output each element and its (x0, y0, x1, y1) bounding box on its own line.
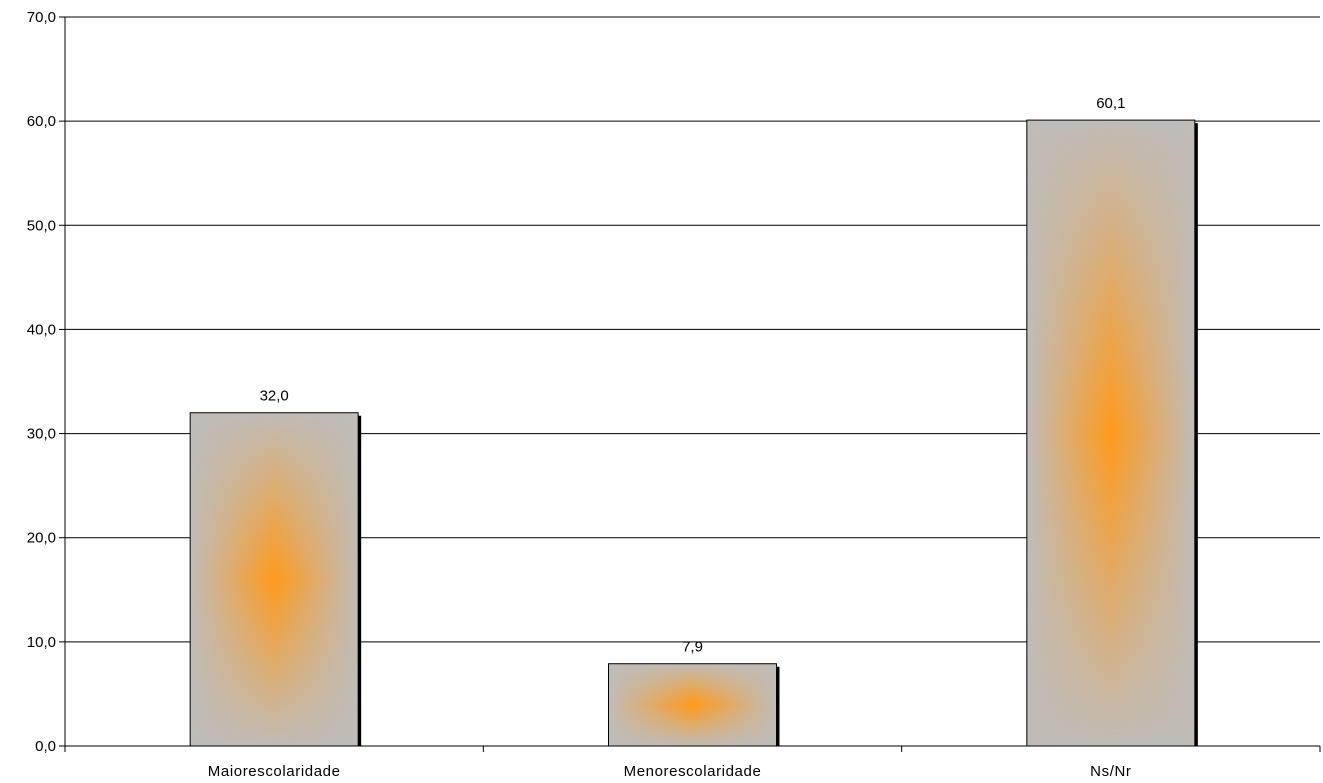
y-tick-label: 60,0 (27, 113, 56, 130)
bar-gradient (1026, 120, 1195, 746)
bar-outline (1026, 119, 1196, 747)
y-tick-label: 40,0 (27, 321, 56, 338)
bar-gradient (608, 663, 777, 746)
y-tick-label: 50,0 (27, 217, 56, 234)
y-tick-label: 20,0 (27, 530, 56, 547)
bar-gradient (190, 412, 359, 746)
bar (1026, 119, 1198, 747)
y-tick-label: 10,0 (27, 634, 56, 651)
bar (189, 412, 362, 747)
x-category-label: Maiorescolaridade (208, 763, 341, 780)
labels: 0,0 10,0 20,0 30,0 40,0 50,0 60,0 70,0 32,0 Maior… (27, 9, 1131, 780)
bar-outline (189, 412, 359, 747)
bars (189, 119, 1198, 747)
x-category-label: Ns/Nr (1090, 763, 1131, 780)
data-label: 7,9 (682, 639, 703, 656)
bar-outline (608, 663, 777, 747)
x-category-label: Menorescolaridade (624, 763, 762, 780)
bar (608, 663, 780, 747)
y-tick-label: 30,0 (27, 426, 56, 443)
y-tick-label: 0,0 (35, 738, 56, 755)
data-label: 60,1 (1096, 95, 1125, 112)
y-tick-label: 70,0 (27, 9, 56, 26)
data-label: 32,0 (260, 388, 289, 405)
